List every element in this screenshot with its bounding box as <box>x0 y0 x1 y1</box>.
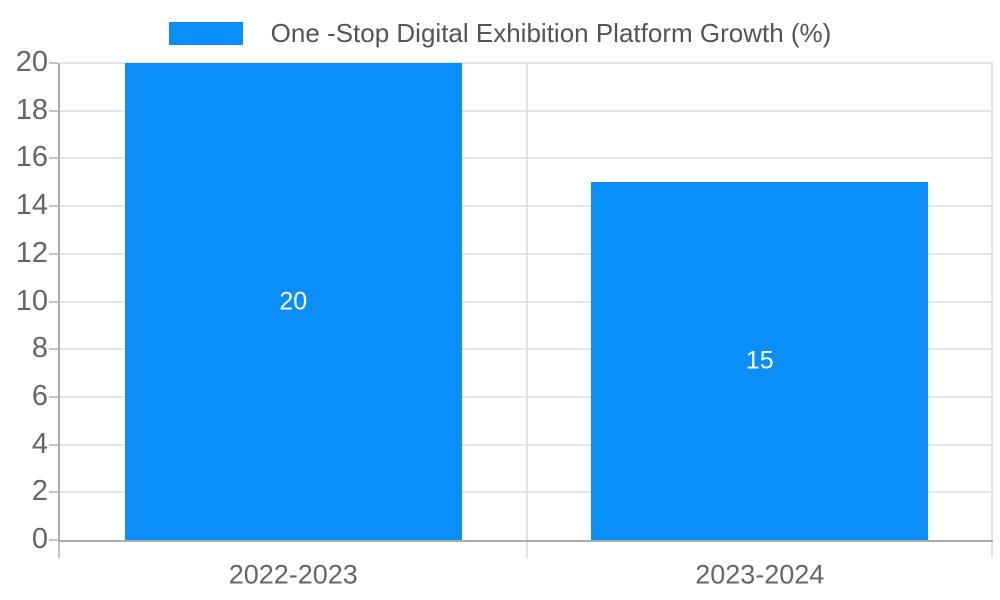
y-axis-label: 20 <box>15 45 48 78</box>
y-axis-label: 6 <box>31 379 48 412</box>
y-axis-label: 2 <box>31 475 48 508</box>
x-axis-label: 2023-2024 <box>695 559 825 590</box>
y-axis-tick <box>49 348 58 351</box>
y-axis-label: 12 <box>15 236 48 269</box>
y-axis-tick <box>49 443 58 446</box>
legend-swatch <box>168 22 243 45</box>
y-axis-tick <box>49 205 58 208</box>
legend: One -Stop Digital Exhibition Platform Gr… <box>0 18 1000 49</box>
y-axis-tick <box>49 300 58 303</box>
y-axis-label: 8 <box>31 332 48 365</box>
category-boundary-line <box>991 63 993 558</box>
bar-2022-2023 <box>124 63 462 540</box>
legend-label: One -Stop Digital Exhibition Platform Gr… <box>270 18 832 48</box>
y-axis-line <box>58 63 60 542</box>
y-axis-tick <box>49 539 58 541</box>
x-axis-tick <box>58 542 60 558</box>
y-axis-label: 14 <box>15 188 48 221</box>
x-axis-line <box>58 540 993 542</box>
bar-2023-2024 <box>591 182 929 540</box>
x-axis-label: 2022-2023 <box>228 559 358 590</box>
category-boundary-line <box>525 63 528 558</box>
y-axis-tick <box>49 395 58 398</box>
y-axis-tick <box>49 109 58 112</box>
y-axis-label: 0 <box>31 522 48 555</box>
y-axis-tick <box>49 491 58 494</box>
y-axis-tick <box>49 62 58 64</box>
bar-value-label: 20 <box>279 287 308 315</box>
y-axis-tick <box>49 157 58 160</box>
y-axis-label: 18 <box>15 93 48 126</box>
y-axis-label: 4 <box>31 427 48 460</box>
y-axis-label: 16 <box>15 141 48 174</box>
y-axis-label: 10 <box>15 284 48 317</box>
bar-value-label: 15 <box>745 346 774 375</box>
y-axis-tick <box>49 252 58 255</box>
